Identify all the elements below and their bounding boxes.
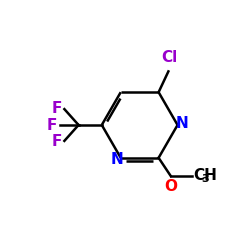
Text: N: N: [176, 116, 188, 130]
Text: F: F: [47, 118, 57, 132]
Text: Cl: Cl: [161, 50, 177, 65]
Text: F: F: [52, 101, 62, 116]
Text: CH: CH: [193, 168, 217, 183]
Text: 3: 3: [201, 174, 209, 184]
Text: N: N: [111, 152, 124, 167]
Text: F: F: [52, 134, 62, 149]
Text: O: O: [164, 179, 177, 194]
